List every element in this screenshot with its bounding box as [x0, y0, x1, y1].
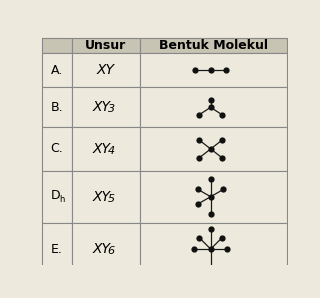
Bar [140, 53, 287, 87]
Text: 6: 6 [108, 246, 115, 256]
Bar [140, 223, 287, 275]
Bar [42, 127, 72, 170]
Bar [72, 53, 140, 87]
Bar [42, 87, 72, 127]
Text: h: h [59, 195, 64, 204]
Bar [42, 38, 72, 53]
Bar [72, 223, 140, 275]
Text: A.: A. [51, 64, 63, 77]
Text: XY: XY [93, 100, 111, 114]
Text: Unsur: Unsur [85, 39, 126, 52]
Bar [140, 170, 287, 223]
Bar [140, 87, 287, 127]
Text: 3: 3 [108, 104, 115, 114]
Text: XY: XY [93, 190, 111, 204]
Bar [140, 38, 287, 53]
Text: E.: E. [51, 243, 63, 256]
Text: B.: B. [51, 101, 63, 114]
Text: XY: XY [93, 142, 111, 156]
Bar [72, 170, 140, 223]
Bar [42, 170, 72, 223]
Text: 4: 4 [108, 146, 115, 156]
Text: 5: 5 [108, 194, 115, 204]
Text: D: D [51, 190, 60, 202]
Bar [42, 223, 72, 275]
Bar [72, 127, 140, 170]
Text: XY: XY [97, 63, 115, 77]
Bar [42, 53, 72, 87]
Text: C.: C. [51, 142, 63, 156]
Bar [140, 127, 287, 170]
Bar [72, 38, 140, 53]
Bar [72, 87, 140, 127]
Text: XY: XY [93, 242, 111, 256]
Text: Bentuk Molekul: Bentuk Molekul [159, 39, 268, 52]
